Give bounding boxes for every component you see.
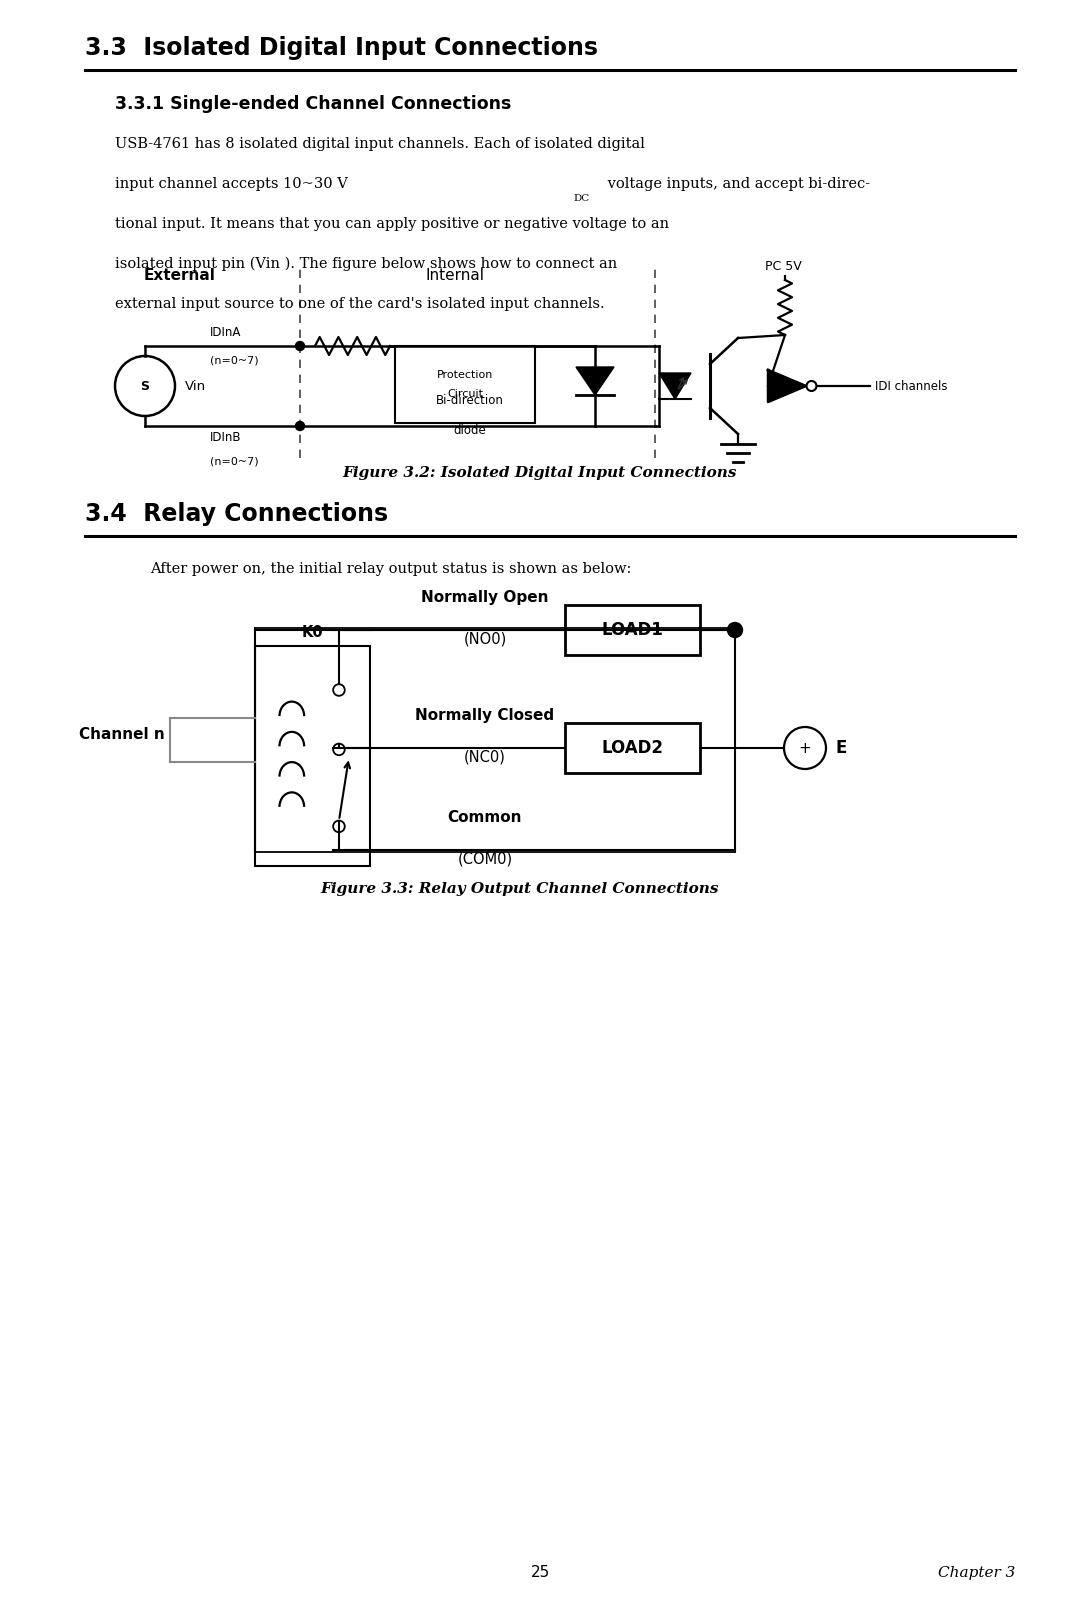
Circle shape bbox=[296, 341, 305, 351]
Text: Channel n: Channel n bbox=[79, 728, 165, 743]
Text: (n=0~7): (n=0~7) bbox=[210, 356, 258, 366]
Text: K0: K0 bbox=[301, 625, 323, 641]
Text: IDInB: IDInB bbox=[210, 430, 242, 443]
Text: input channel accepts 10~30 V: input channel accepts 10~30 V bbox=[114, 176, 348, 191]
Text: LOAD2: LOAD2 bbox=[602, 739, 663, 757]
Text: 25: 25 bbox=[530, 1565, 550, 1581]
FancyBboxPatch shape bbox=[255, 646, 370, 866]
FancyBboxPatch shape bbox=[565, 605, 700, 655]
Text: LOAD1: LOAD1 bbox=[602, 621, 663, 639]
Text: USB-4761 has 8 isolated digital input channels. Each of isolated digital: USB-4761 has 8 isolated digital input ch… bbox=[114, 138, 645, 150]
Text: Normally Closed: Normally Closed bbox=[416, 709, 554, 723]
Text: Circuit: Circuit bbox=[447, 388, 483, 398]
Polygon shape bbox=[576, 367, 615, 395]
Text: IDI channels: IDI channels bbox=[875, 380, 947, 393]
Text: Common: Common bbox=[448, 811, 523, 825]
Circle shape bbox=[728, 623, 743, 637]
Text: 3.4  Relay Connections: 3.4 Relay Connections bbox=[85, 502, 388, 526]
Text: (n=0~7): (n=0~7) bbox=[210, 456, 258, 466]
Text: E: E bbox=[835, 739, 847, 757]
Text: 3.3.1 Single-ended Channel Connections: 3.3.1 Single-ended Channel Connections bbox=[114, 95, 511, 113]
Text: Internal: Internal bbox=[426, 269, 485, 283]
Text: (COM0): (COM0) bbox=[458, 853, 513, 867]
Text: S: S bbox=[140, 380, 149, 393]
Text: Protection: Protection bbox=[436, 371, 494, 380]
Text: Figure 3.2: Isolated Digital Input Connections: Figure 3.2: Isolated Digital Input Conne… bbox=[342, 466, 738, 481]
FancyBboxPatch shape bbox=[565, 723, 700, 773]
Polygon shape bbox=[768, 371, 806, 401]
Polygon shape bbox=[659, 374, 691, 400]
Text: Figure 3.3: Relay Output Channel Connections: Figure 3.3: Relay Output Channel Connect… bbox=[321, 882, 719, 896]
Text: After power on, the initial relay output status is shown as below:: After power on, the initial relay output… bbox=[150, 561, 632, 576]
Text: PC 5V: PC 5V bbox=[765, 260, 801, 273]
Text: diode: diode bbox=[454, 424, 486, 437]
Text: external input source to one of the card's isolated input channels.: external input source to one of the card… bbox=[114, 298, 605, 311]
Text: Normally Open: Normally Open bbox=[421, 591, 549, 605]
Text: (NC0): (NC0) bbox=[464, 751, 505, 765]
Text: tional input. It means that you can apply positive or negative voltage to an: tional input. It means that you can appl… bbox=[114, 217, 670, 231]
Text: +: + bbox=[798, 741, 811, 756]
Text: 3.3  Isolated Digital Input Connections: 3.3 Isolated Digital Input Connections bbox=[85, 36, 598, 60]
Text: Bi-direction: Bi-direction bbox=[436, 395, 504, 408]
Text: voltage inputs, and accept bi-direc-: voltage inputs, and accept bi-direc- bbox=[603, 176, 870, 191]
Text: Vin: Vin bbox=[185, 380, 206, 393]
Circle shape bbox=[296, 422, 305, 430]
Text: isolated input pin (Vin ). The figure below shows how to connect an: isolated input pin (Vin ). The figure be… bbox=[114, 257, 618, 270]
FancyBboxPatch shape bbox=[395, 346, 535, 422]
Text: Chapter 3: Chapter 3 bbox=[937, 1566, 1015, 1581]
Text: DC: DC bbox=[573, 194, 590, 202]
Text: External: External bbox=[144, 269, 216, 283]
Text: IDInA: IDInA bbox=[210, 325, 241, 340]
Text: (NO0): (NO0) bbox=[463, 633, 507, 647]
